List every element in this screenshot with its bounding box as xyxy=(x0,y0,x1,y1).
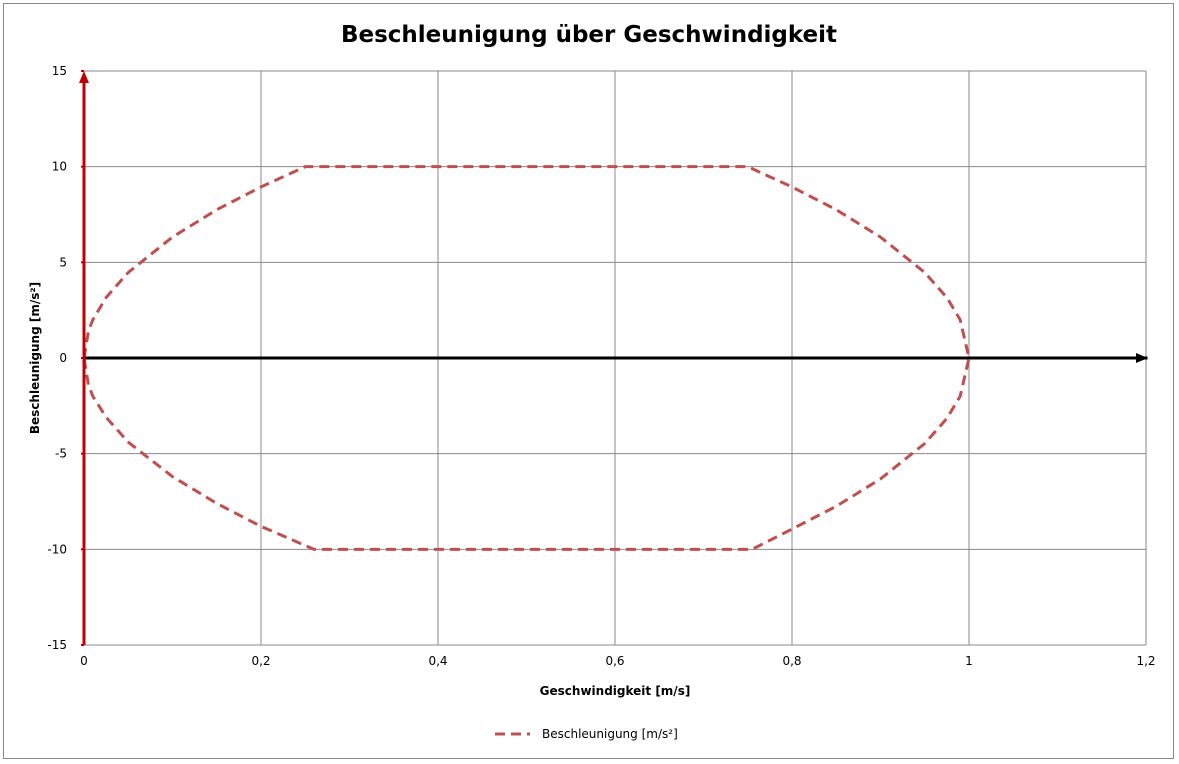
x-tick-label: 0 xyxy=(80,654,88,668)
y-tick-label: 10 xyxy=(52,160,67,174)
y-axis-arrow-icon xyxy=(79,71,89,83)
y-tick-label: 5 xyxy=(59,255,67,269)
x-tick-label: 1,2 xyxy=(1136,654,1155,668)
y-tick-label: 0 xyxy=(59,351,67,365)
y-axis-title: Beschleunigung [m/s²] xyxy=(28,282,42,434)
x-tick-label: 1 xyxy=(965,654,973,668)
chart-frame xyxy=(3,3,1174,759)
y-tick-label: -15 xyxy=(47,638,67,652)
series-line xyxy=(82,165,971,551)
axes xyxy=(79,70,1148,646)
y-tick-label: -10 xyxy=(47,542,67,556)
x-tick-label: 0,8 xyxy=(782,654,801,668)
chart-title: Beschleunigung über Geschwindigkeit xyxy=(341,22,837,48)
tick-labels: 0 0,2 0,4 0,6 0,8 1 1,2 15 10 5 0 -5 -10 -15 xyxy=(47,64,1155,668)
x-tick-label: 0,4 xyxy=(428,654,447,668)
y-tick-label: -5 xyxy=(55,447,67,461)
legend-label: Beschleunigung [m/s²] xyxy=(542,727,678,741)
x-tick-label: 0,2 xyxy=(251,654,270,668)
x-axis-title: Geschwindigkeit [m/s] xyxy=(540,684,691,698)
x-tick-label: 0,6 xyxy=(605,654,624,668)
series-layer xyxy=(82,165,971,551)
y-tick-label: 15 xyxy=(52,64,67,78)
x-axis-arrow-icon xyxy=(1136,353,1148,363)
